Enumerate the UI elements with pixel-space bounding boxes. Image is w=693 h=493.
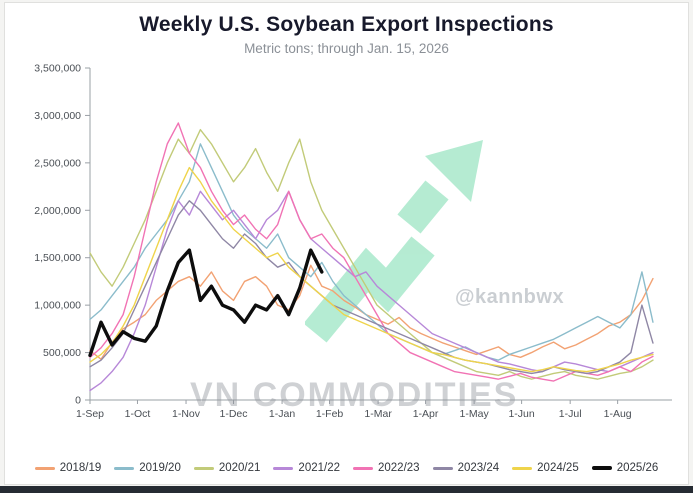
x-axis-tick-label: 1-Mar [364,408,392,420]
series-line-2020-21 [89,128,654,380]
chart-subtitle: Metric tons; through Jan. 15, 2026 [244,41,449,56]
legend-item-2025-26: 2025/26 [591,462,659,474]
legend-label: 2021/22 [298,462,340,474]
legend-label: 2020/21 [218,462,261,474]
y-axis-tick-label: 1,500,000 [34,252,81,264]
y-axis-tick-label: 0 [75,395,81,407]
x-axis-tick-label: 1-Dec [219,408,247,420]
y-axis-tick-label: 2,000,000 [34,205,81,217]
y-axis-tick-label: 500,000 [43,347,81,359]
legend-item-2021-22: 2021/22 [273,462,340,474]
legend-item-2022-23: 2022/23 [353,462,420,474]
series-line-2018-19 [89,264,654,360]
chart-title: Weekly U.S. Soybean Export Inspections [139,13,554,36]
chart-header: Weekly U.S. Soybean Export Inspections M… [5,3,688,56]
legend-item-2019-20: 2019/20 [114,462,181,474]
x-axis-tick-label: 1-Jan [269,408,295,420]
legend-swatch [34,466,55,470]
legend-swatch [273,466,294,470]
x-axis-tick-label: 1-Feb [316,408,344,420]
x-axis-tick-label: 1-Apr [413,408,439,420]
legend-item-2023-24: 2023/24 [432,462,500,474]
chart-legend: 2018/19 2019/20 2020/21 2021/22 2022/23 2023/… [5,462,688,474]
legend-swatch [353,466,373,470]
legend-label: 2024/25 [537,462,579,474]
series-line-2025-26 [88,248,324,358]
legend-swatch [432,466,453,470]
x-axis-tick-label: 1-Jun [508,408,534,420]
bottom-bar [0,486,693,493]
y-axis-tick-label: 1,000,000 [34,300,81,312]
legend-label: 2019/20 [139,462,181,474]
chart-area: @kannbwx VN COMMODITIES 0 500,000 1,000,00… [5,58,693,430]
x-axis-tick-label: 1-Oct [125,408,151,420]
legend-label: 2022/23 [378,462,420,474]
legend-item-2020-21: 2020/21 [193,462,261,474]
x-axis-tick-label: 1-May [460,408,490,420]
line-chart: 0 500,000 1,000,000 1,500,000 2,000,000 2,500… [34,63,672,420]
y-axis-tick-label: 3,000,000 [34,110,81,122]
trend-arrow-watermark [305,140,483,343]
legend-swatch [512,466,533,470]
handle-watermark: @kannbwx [455,286,565,308]
series-line-2021-22 [89,190,654,392]
chart-card: Weekly U.S. Soybean Export Inspections M… [4,2,689,485]
series-line-2022-23 [89,122,654,382]
x-axis-tick-label: 1-Sep [76,408,104,420]
series-line-2024-25 [89,166,654,373]
x-axis-tick-label: 1-Aug [604,408,632,420]
legend-item-2018-19: 2018/19 [34,462,102,474]
legend-item-2024-25: 2024/25 [512,462,579,474]
legend-label: 2018/19 [59,462,102,474]
y-axis-tick-label: 3,500,000 [34,63,81,75]
legend-label: 2025/26 [616,462,659,474]
series-line-2019-20 [89,143,654,361]
legend-swatch [591,466,612,470]
x-axis-tick-label: 1-Jul [559,408,582,420]
legend-swatch [193,466,214,470]
legend-label: 2023/24 [457,462,500,474]
y-axis-tick-label: 2,500,000 [34,157,81,169]
x-axis-tick-label: 1-Nov [172,408,201,420]
legend-swatch [114,466,135,470]
